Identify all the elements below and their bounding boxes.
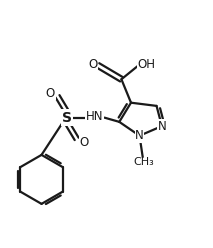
Text: CH₃: CH₃ <box>133 157 154 167</box>
Text: N: N <box>135 129 144 142</box>
Text: O: O <box>79 136 89 149</box>
Text: OH: OH <box>138 58 155 71</box>
Text: N: N <box>157 120 166 133</box>
Text: HN: HN <box>86 110 104 123</box>
Text: O: O <box>88 58 97 71</box>
Text: S: S <box>62 111 72 124</box>
Text: O: O <box>46 87 55 100</box>
